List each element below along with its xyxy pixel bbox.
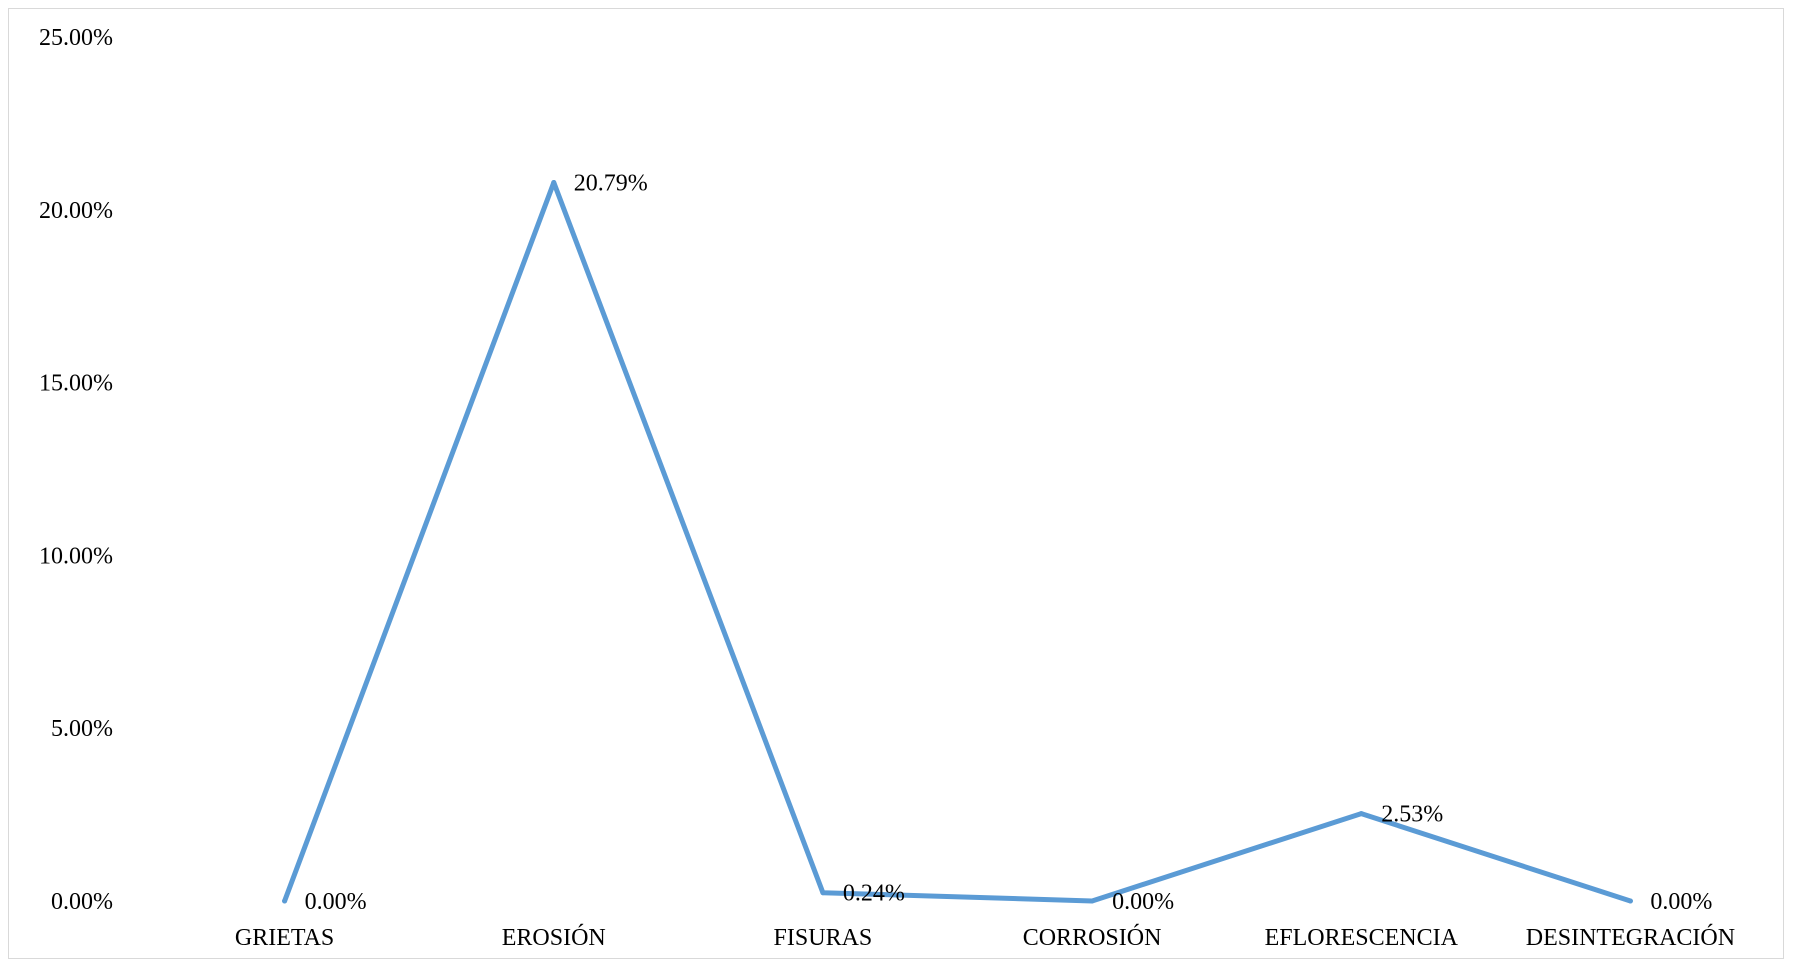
- x-axis-tick-labels: GRIETAS EROSIÓN FISURAS CORROSIÓN EFLORESCEN…: [235, 924, 1735, 951]
- data-label: 0.00%: [1650, 889, 1712, 915]
- data-label: 2.53%: [1381, 802, 1443, 828]
- y-tick-label: 0.00%: [51, 889, 113, 915]
- x-tick-label: GRIETAS: [235, 925, 334, 951]
- data-point: [1627, 898, 1633, 904]
- data-point: [551, 179, 557, 185]
- data-label: 0.00%: [1112, 889, 1174, 915]
- y-axis-tick-labels: 0.00% 5.00% 10.00% 15.00% 20.00% 25.00%: [39, 25, 113, 915]
- x-tick-label: EROSIÓN: [502, 924, 606, 951]
- series-line: [282, 180, 1633, 904]
- data-point: [282, 898, 288, 904]
- data-point: [1089, 898, 1095, 904]
- data-point: [1358, 811, 1364, 817]
- data-label: 0.24%: [843, 881, 905, 907]
- chart-frame: [8, 8, 1784, 959]
- data-labels-group: 0.00% 20.79% 0.24% 0.00% 2.53% 0.00%: [305, 170, 1713, 915]
- y-tick-label: 15.00%: [39, 371, 113, 397]
- x-tick-label: FISURAS: [774, 925, 873, 951]
- data-label: 20.79%: [574, 170, 648, 196]
- x-tick-label: EFLORESCENCIA: [1265, 925, 1459, 951]
- y-tick-label: 20.00%: [39, 198, 113, 224]
- y-tick-label: 5.00%: [51, 716, 113, 742]
- x-tick-label: DESINTEGRACIÓN: [1526, 924, 1735, 951]
- data-point: [820, 890, 826, 896]
- series-line-group: [282, 179, 1633, 904]
- x-tick-label: CORROSIÓN: [1023, 924, 1162, 951]
- y-tick-label: 25.00%: [39, 25, 113, 51]
- data-label: 0.00%: [305, 889, 367, 915]
- y-tick-label: 10.00%: [39, 543, 113, 569]
